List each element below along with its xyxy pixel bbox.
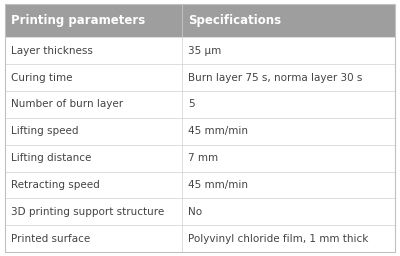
Text: Retracting speed: Retracting speed [11, 180, 100, 190]
Text: 5: 5 [188, 100, 195, 110]
Text: 3D printing support structure: 3D printing support structure [11, 207, 164, 217]
Text: 35 μm: 35 μm [188, 46, 222, 56]
Bar [5, 64, 395, 91]
Bar [5, 4, 395, 37]
Bar [5, 118, 395, 145]
Bar [5, 172, 395, 198]
Text: Layer thickness: Layer thickness [11, 46, 93, 56]
Text: Printed surface: Printed surface [11, 234, 90, 244]
Text: Curing time: Curing time [11, 73, 72, 83]
Text: Number of burn layer: Number of burn layer [11, 100, 123, 110]
Text: 7 mm: 7 mm [188, 153, 218, 163]
Text: No: No [188, 207, 202, 217]
Bar [5, 145, 395, 172]
Bar [5, 225, 395, 252]
Bar [5, 91, 395, 118]
Text: 45 mm/min: 45 mm/min [188, 180, 248, 190]
Text: Burn layer 75 s, norma layer 30 s: Burn layer 75 s, norma layer 30 s [188, 73, 363, 83]
Text: Lifting speed: Lifting speed [11, 126, 78, 136]
Text: Polyvinyl chloride film, 1 mm thick: Polyvinyl chloride film, 1 mm thick [188, 234, 369, 244]
Text: Specifications: Specifications [188, 14, 282, 27]
Bar [5, 37, 395, 64]
Bar [5, 198, 395, 225]
Text: Lifting distance: Lifting distance [11, 153, 91, 163]
Text: Printing parameters: Printing parameters [11, 14, 145, 27]
Text: 45 mm/min: 45 mm/min [188, 126, 248, 136]
